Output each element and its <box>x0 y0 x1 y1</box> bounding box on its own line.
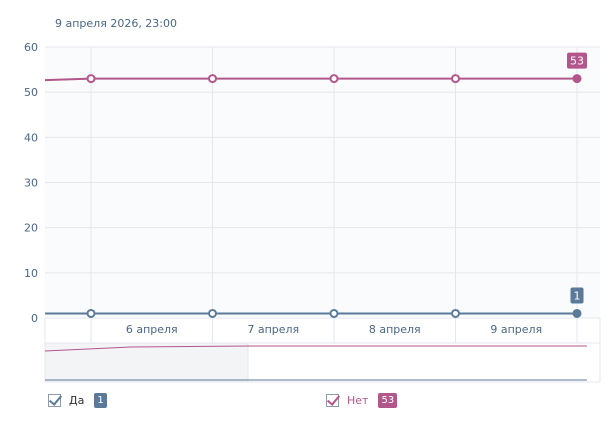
y-tick-label: 10 <box>24 267 38 280</box>
navigator-series-no <box>44 345 587 352</box>
legend-item-no[interactable]: Нет 53 <box>326 391 398 409</box>
series-point <box>451 308 460 318</box>
y-tick-label: 60 <box>24 41 38 54</box>
series-line-no <box>44 77 577 82</box>
y-tick-label: 50 <box>24 86 38 99</box>
legend-value-no: 53 <box>378 392 398 408</box>
series-point <box>329 74 339 84</box>
navigator-mask <box>44 342 249 383</box>
value-label: 1 <box>574 289 581 302</box>
x-tick-label: 9 апреля <box>490 323 542 336</box>
series-point <box>86 74 96 84</box>
series-point <box>572 308 582 318</box>
series-point <box>208 74 217 84</box>
x-tick-label: 7 апреля <box>247 323 299 336</box>
value-label: 53 <box>570 55 584 68</box>
series-point <box>451 74 460 84</box>
legend-item-yes[interactable]: Да 1 <box>48 391 107 409</box>
y-tick-label: 30 <box>24 177 38 190</box>
value-label-bg <box>567 52 587 69</box>
legend-label-no: Нет <box>347 393 369 407</box>
legend-value-yes: 1 <box>94 392 107 408</box>
checkbox-yes[interactable] <box>48 393 61 407</box>
series-point <box>572 74 582 84</box>
y-tick-label: 20 <box>24 222 38 235</box>
y-tick-label: 40 <box>24 131 38 144</box>
checkbox-no[interactable] <box>326 393 339 407</box>
y-tick-label: 0 <box>31 312 38 325</box>
x-axis-band <box>44 317 601 344</box>
series-point <box>86 308 96 318</box>
value-label-bg <box>570 287 584 304</box>
series-point <box>208 308 217 318</box>
series-point <box>329 308 339 318</box>
x-tick-label: 6 апреля <box>126 323 178 336</box>
legend-label-yes: Да <box>69 393 85 407</box>
x-tick-label: 8 апреля <box>369 323 421 336</box>
chart-date-header: 9 апреля 2026, 23:00 <box>55 17 178 30</box>
